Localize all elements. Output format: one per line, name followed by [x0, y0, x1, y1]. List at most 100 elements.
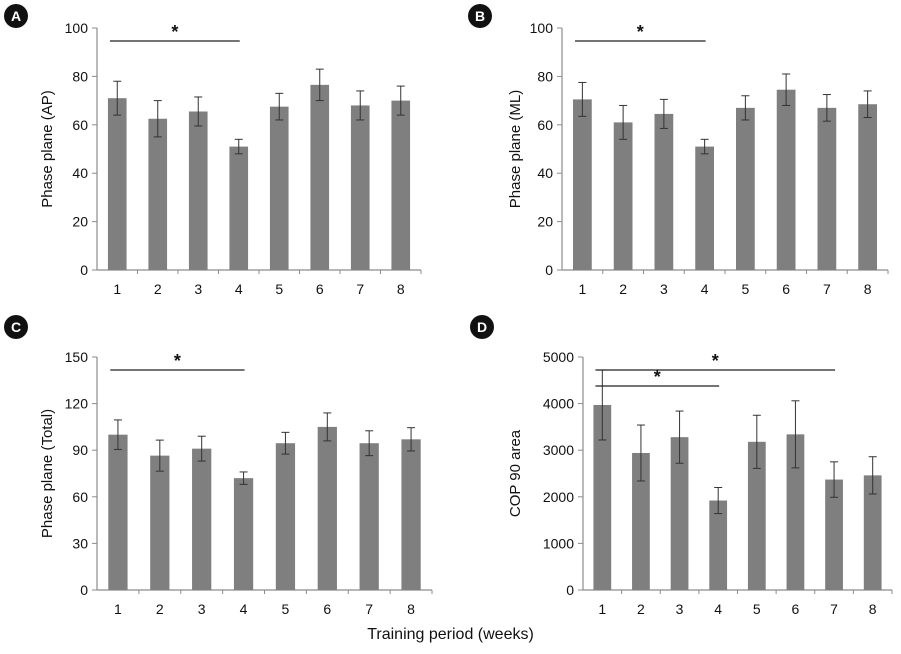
x-tick-label: 8: [397, 281, 405, 297]
y-tick-label: 100: [65, 20, 89, 36]
bar: [148, 118, 168, 270]
y-tick-label: 80: [537, 68, 553, 84]
common-x-axis-label: Training period (weeks): [367, 626, 534, 643]
bar: [310, 84, 330, 271]
y-tick-label: 80: [72, 68, 88, 84]
x-tick-label: 6: [792, 601, 800, 617]
bar: [150, 455, 170, 590]
bar: [275, 443, 296, 590]
x-tick-label: 1: [598, 601, 606, 617]
bar: [776, 89, 796, 271]
bar: [269, 106, 289, 271]
significance-star: *: [174, 351, 181, 371]
x-tick-label: 1: [578, 281, 586, 297]
x-tick-label: 5: [753, 601, 761, 617]
y-tick-label: 1000: [543, 535, 574, 551]
bar: [670, 437, 689, 590]
x-tick-label: 5: [741, 281, 749, 297]
y-tick-label: 60: [537, 117, 553, 133]
x-tick-label: 8: [407, 601, 415, 617]
x-tick-label: 4: [235, 281, 243, 297]
y-tick-label: 40: [72, 165, 88, 181]
bar: [654, 113, 674, 270]
x-tick-label: 3: [676, 601, 684, 617]
x-tick-label: 3: [194, 281, 202, 297]
y-tick-label: 100: [530, 20, 554, 36]
x-tick-label: 3: [660, 281, 668, 297]
x-tick-label: 8: [864, 281, 872, 297]
x-tick-label: 4: [240, 601, 248, 617]
significance-star: *: [637, 22, 644, 42]
panel-badge: [4, 4, 28, 28]
panel-letter: D: [477, 319, 487, 335]
bar: [593, 404, 612, 590]
bar: [391, 100, 411, 270]
bar: [229, 146, 249, 270]
bar: [359, 443, 379, 590]
bar: [613, 122, 633, 270]
chart-panel-c: C 0 30 60 90 120 150 Phase plane (Total) 1 2 3 4 5 6 7…: [4, 315, 433, 617]
bar: [107, 98, 127, 271]
x-tick-label: 5: [275, 281, 283, 297]
y-tick-label: 0: [80, 582, 88, 598]
x-tick-label: 7: [830, 601, 838, 617]
y-tick-label: 150: [65, 349, 89, 365]
y-tick-label: 0: [80, 262, 88, 278]
x-tick-label: 4: [701, 281, 709, 297]
panel-badge: [470, 315, 494, 339]
bar: [858, 104, 877, 270]
x-tick-label: 6: [316, 281, 324, 297]
y-tick-label: 60: [72, 117, 88, 133]
bar: [188, 111, 208, 271]
bar: [736, 107, 755, 270]
y-tick-label: 5000: [543, 349, 574, 365]
bar: [192, 448, 212, 590]
y-tick-label: 0: [545, 262, 553, 278]
bar: [632, 452, 650, 590]
chart-panel-a: A 0 20 40 60 80 100 Phase plane (AP) 1 2 3 4 5 6 7 8 *: [4, 4, 422, 297]
y-tick-label: 0: [566, 582, 574, 598]
y-axis-title: Phase plane (ML): [507, 90, 524, 208]
y-axis-title: Phase plane (Total): [39, 409, 56, 538]
bar: [863, 475, 882, 590]
x-tick-label: 3: [198, 601, 206, 617]
panel-letter: A: [11, 8, 21, 24]
x-tick-label: 6: [323, 601, 331, 617]
y-axis-title: COP 90 area: [507, 429, 524, 517]
x-tick-label: 7: [356, 281, 364, 297]
x-tick-label: 7: [365, 601, 373, 617]
x-tick-label: 6: [782, 281, 790, 297]
bar: [401, 439, 421, 590]
y-axis-title: Phase plane (AP): [39, 90, 56, 208]
bar: [747, 441, 766, 590]
x-tick-label: 2: [154, 281, 162, 297]
x-tick-label: 1: [114, 601, 122, 617]
bar: [573, 99, 592, 270]
bar: [108, 434, 128, 590]
x-tick-label: 4: [714, 601, 722, 617]
x-tick-label: 2: [619, 281, 627, 297]
bar: [786, 434, 805, 590]
bar: [317, 426, 337, 590]
significance-star: *: [712, 351, 719, 371]
panel-badge: [4, 315, 28, 339]
y-tick-label: 4000: [543, 396, 574, 412]
bar: [233, 478, 254, 590]
panel-letter: C: [11, 319, 21, 335]
x-tick-label: 2: [156, 601, 164, 617]
y-tick-label: 120: [65, 396, 89, 412]
y-tick-label: 30: [72, 535, 88, 551]
x-tick-label: 1: [113, 281, 121, 297]
x-tick-label: 7: [823, 281, 831, 297]
chart-panel-b: B 0 20 40 60 80 100 Phase plane (ML) 1 2 3 4 5 6 7 8 *: [468, 4, 889, 297]
y-tick-label: 90: [72, 442, 88, 458]
bar: [817, 107, 837, 270]
y-tick-label: 20: [72, 214, 88, 230]
panel-badge: [468, 4, 492, 28]
x-tick-label: 5: [282, 601, 290, 617]
bar: [709, 500, 728, 590]
bar: [350, 105, 370, 270]
x-tick-label: 8: [869, 601, 877, 617]
y-tick-label: 3000: [543, 442, 574, 458]
